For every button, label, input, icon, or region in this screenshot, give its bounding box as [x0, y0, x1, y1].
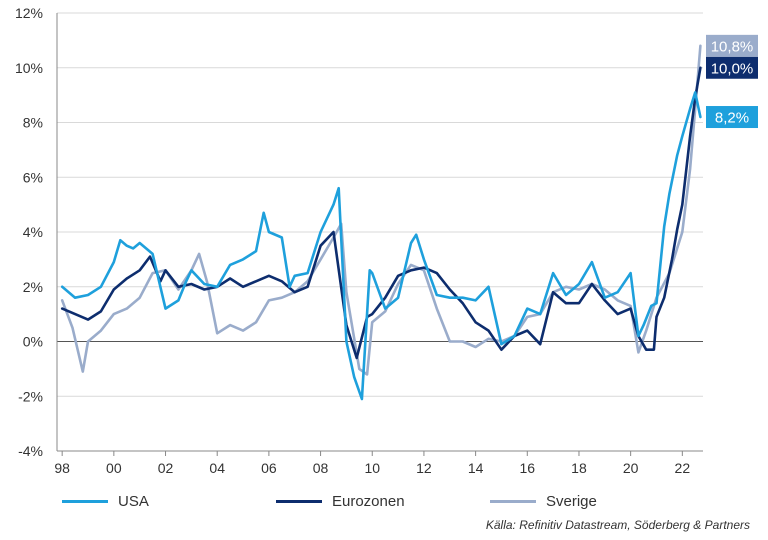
end-label-usa: 8,2%	[706, 106, 758, 129]
y-tick-label: 6%	[23, 169, 43, 185]
legend-swatch-sverige	[490, 500, 536, 503]
x-tick-label: 98	[54, 460, 70, 476]
end-label-text: 10,0%	[711, 60, 754, 77]
legend-item-sverige: Sverige	[490, 493, 597, 510]
y-tick-label: 2%	[23, 279, 43, 295]
end-label-box	[706, 34, 758, 57]
y-tick-label: 4%	[23, 224, 43, 240]
end-label-box	[706, 56, 758, 79]
x-tick-label: 20	[623, 460, 639, 476]
y-tick-label: 0%	[23, 334, 43, 350]
source-note: Källa: Refinitiv Datastream, Söderberg &…	[485, 518, 750, 532]
y-tick-label: 10%	[15, 60, 43, 76]
legend-label-sverige: Sverige	[546, 493, 597, 510]
x-tick-label: 22	[675, 460, 691, 476]
x-tick-label: 14	[468, 460, 484, 476]
series-lines	[60, 44, 702, 401]
x-tick-label: 04	[209, 460, 225, 476]
legend-item-usa: USA	[62, 493, 149, 510]
axes: -4% -2% 0% 2% 4% 6% 8% 10% 12% 98 00 02 04 06 08 10 12 14…	[15, 5, 703, 476]
y-tick-label: -2%	[18, 388, 43, 404]
x-tick-label: 02	[158, 460, 174, 476]
end-label-text: 8,2%	[715, 110, 749, 127]
y-tick-label: 8%	[23, 115, 43, 131]
legend-item-eurozonen: Eurozonen	[276, 493, 405, 510]
legend-swatch-usa	[62, 500, 108, 503]
y-tick-label: 12%	[15, 5, 43, 21]
end-value-labels: 8,2% 10,0% 10,8%	[706, 34, 758, 129]
series-line-sverige	[60, 44, 702, 376]
legend-label-usa: USA	[118, 493, 149, 510]
end-label-eurozonen: 10,0%	[706, 56, 758, 79]
end-label-sverige: 10,8%	[706, 34, 758, 57]
legend-swatch-eurozonen	[276, 500, 322, 503]
x-tick-label: 10	[364, 460, 380, 476]
x-tick-label: 18	[571, 460, 587, 476]
legend-label-eurozonen: Eurozonen	[332, 493, 405, 510]
grid-lines	[57, 12, 703, 452]
end-label-box	[706, 106, 758, 129]
x-tick-label: 16	[519, 460, 535, 476]
y-tick-label: -4%	[18, 443, 43, 459]
end-label-text: 10,8%	[711, 38, 754, 55]
x-tick-label: 08	[313, 460, 329, 476]
x-tick-label: 06	[261, 460, 277, 476]
series-line-usa	[60, 91, 702, 401]
x-tick-label: 12	[416, 460, 432, 476]
x-tick-label: 00	[106, 460, 122, 476]
